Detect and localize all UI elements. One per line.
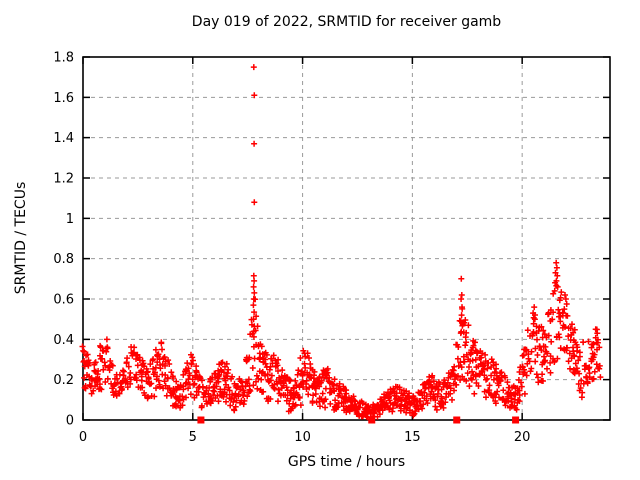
y-tick-label: 1.8 <box>53 51 74 66</box>
y-tick-label: 1.2 <box>53 172 74 187</box>
y-tick-label: 0.4 <box>53 333 74 348</box>
baseline-event-marker <box>368 416 376 424</box>
x-tick-label: 20 <box>514 430 531 445</box>
plot-border <box>82 56 611 421</box>
baseline-event-marker <box>453 416 461 424</box>
data-point-cloud <box>79 64 604 421</box>
y-tick-label: 0.8 <box>53 252 74 267</box>
x-tick-label: 15 <box>404 430 421 445</box>
y-tick-label: 1.6 <box>53 91 74 106</box>
y-tick-label: 1.4 <box>53 131 74 146</box>
x-tick-label: 10 <box>294 430 311 445</box>
x-tick-label: 0 <box>79 430 87 445</box>
x-axis-label: GPS time / hours <box>287 454 406 470</box>
y-tick-label: 1 <box>66 212 74 227</box>
x-tick-label: 5 <box>189 430 197 445</box>
baseline-event-marker <box>197 416 205 424</box>
tick-marks <box>82 56 610 421</box>
chart-title: Day 019 of 2022, SRMTID for receiver gam… <box>191 14 502 30</box>
y-tick-label: 0.6 <box>53 293 74 308</box>
y-tick-label: 0.2 <box>53 373 74 388</box>
baseline-event-marker <box>512 416 520 424</box>
y-tick-label: 0 <box>66 414 74 429</box>
